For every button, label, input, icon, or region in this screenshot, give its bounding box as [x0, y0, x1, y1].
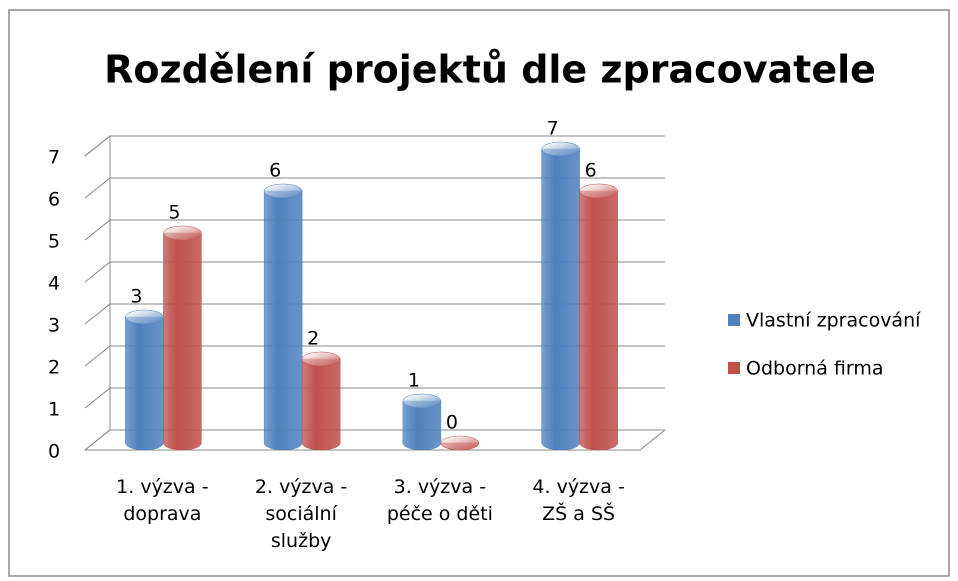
- grid-line: [84, 303, 665, 325]
- legend-label: Vlastní zpracování: [746, 310, 921, 332]
- y-tick-label: 7: [48, 147, 60, 169]
- chart-title: Rozdělení projektů dle zpracovatele: [104, 48, 876, 92]
- bar-top: [541, 141, 580, 157]
- value-label: 7: [547, 118, 559, 140]
- grid-line: [84, 345, 665, 367]
- bar-top: [163, 225, 202, 241]
- x-tick-label: 4. výzva - ZŠ a SŠ: [532, 476, 625, 525]
- grid-line: [84, 219, 665, 241]
- x-tick-label: 3. výzva - péče o děti: [386, 476, 493, 525]
- bar: [541, 148, 580, 451]
- grid-line: [84, 387, 665, 409]
- y-tick-label: 4: [48, 273, 60, 295]
- y-tick-label: 6: [48, 189, 60, 211]
- value-label: 1: [408, 370, 420, 392]
- y-tick-label: 5: [48, 231, 60, 253]
- value-label: 0: [446, 412, 458, 434]
- legend-label: Odborná firma: [746, 358, 884, 380]
- grid-line: [84, 135, 665, 157]
- value-label: 5: [168, 202, 180, 224]
- bar-top: [440, 435, 480, 451]
- y-tick-label: 2: [48, 357, 60, 379]
- grid-line: [84, 261, 665, 283]
- value-label: 2: [307, 328, 319, 350]
- x-tick-label: 2. výzva - sociální služby: [254, 476, 348, 552]
- bar: [125, 316, 164, 451]
- floor: [85, 429, 666, 451]
- bar: [163, 232, 202, 451]
- bar-top: [402, 393, 442, 409]
- grid-line: [84, 429, 665, 451]
- value-label: 6: [585, 160, 597, 182]
- legend-swatch: [728, 362, 740, 374]
- grid-line: [84, 177, 665, 199]
- y-tick-label: 3: [48, 315, 60, 337]
- legend-swatch: [728, 314, 740, 326]
- bar-top: [263, 183, 303, 199]
- bar: [402, 400, 442, 451]
- bar: [579, 190, 618, 451]
- bar-top: [579, 183, 618, 199]
- y-tick-label: 1: [48, 399, 60, 421]
- value-label: 3: [130, 286, 142, 308]
- bar: [263, 190, 303, 451]
- bar-top: [125, 309, 164, 325]
- bar-top: [301, 351, 341, 367]
- x-tick-label: 1. výzva - doprava: [116, 476, 209, 525]
- bar: [301, 358, 341, 451]
- value-label: 6: [269, 160, 281, 182]
- y-tick-label: 0: [48, 441, 60, 463]
